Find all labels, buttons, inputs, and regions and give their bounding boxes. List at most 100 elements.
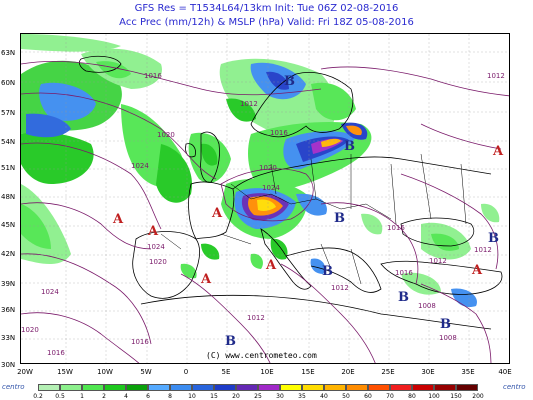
legend-color-box — [324, 384, 346, 391]
legend-value-label: 200 — [472, 393, 484, 400]
lon-label: 5W — [140, 368, 152, 376]
legend-value-label: 4 — [124, 393, 128, 400]
isobar-label: 1020 — [259, 164, 277, 172]
legend-value-label: 100 — [428, 393, 440, 400]
isobar-label: 1020 — [157, 131, 175, 139]
coastline — [285, 247, 382, 293]
legend-color-box — [192, 384, 214, 391]
isobar-label: 1012 — [247, 314, 265, 322]
legend-color-box — [236, 384, 258, 391]
coastline — [250, 72, 354, 138]
legend-value-label: 40 — [320, 393, 328, 400]
precip-area — [156, 144, 192, 203]
isobar-label: 1016 — [47, 349, 65, 357]
lat-label: 45N — [1, 221, 16, 229]
legend-color-box — [456, 384, 478, 391]
isobar — [21, 92, 217, 180]
legend-color-box — [82, 384, 104, 391]
coastline — [400, 217, 475, 247]
coastline — [185, 143, 196, 158]
lat-label: 54N — [1, 138, 16, 146]
precip-area — [219, 58, 336, 140]
precip-area — [201, 243, 220, 260]
precip-legend: 0.2 0.5 1 2 4 6 8 10 15 20 25 30 35 40 50 60 70 80 100 150 2… — [0, 380, 533, 400]
lon-label: 20E — [341, 368, 355, 376]
legend-value-label: 60 — [364, 393, 372, 400]
coastline-layer — [79, 55, 503, 330]
lat-label: 30N — [1, 361, 16, 369]
low-pressure-center: B — [225, 334, 236, 349]
precip-area — [296, 193, 327, 216]
legend-color-box — [60, 384, 82, 391]
isobar-label: 1012 — [474, 246, 492, 254]
isobar-label: 1020 — [21, 326, 39, 334]
isobar-label: 1016 — [131, 338, 149, 346]
isobar-label: 1024 — [262, 184, 280, 192]
high-pressure-center: A — [148, 224, 159, 239]
precip-area — [310, 258, 326, 274]
isobar-label: 1008 — [439, 334, 457, 342]
lat-label: 51N — [1, 164, 16, 172]
precip-area — [21, 132, 94, 184]
low-pressure-center: B — [334, 211, 345, 226]
legend-value-label: 0.2 — [33, 393, 43, 400]
precip-area — [401, 272, 441, 295]
isobar — [21, 312, 140, 363]
legend-color-box — [412, 384, 434, 391]
high-pressure-center: A — [201, 272, 212, 287]
precip-area — [451, 288, 477, 308]
high-pressure-center: A — [113, 212, 124, 227]
copyright-notice: (C) www.centrometeo.com — [206, 351, 317, 360]
isobar — [320, 202, 419, 285]
lon-label: 25E — [381, 368, 395, 376]
low-pressure-center: B — [284, 74, 295, 89]
isobar — [21, 253, 152, 345]
precip-area — [250, 253, 263, 269]
isobar — [420, 123, 502, 150]
low-pressure-center: B — [322, 264, 333, 279]
coastline — [188, 181, 235, 240]
lat-label: 63N — [1, 49, 16, 57]
precip-area — [201, 143, 218, 166]
lon-label: 30E — [421, 368, 435, 376]
precip-area — [346, 125, 362, 136]
legend-value-label: 0.5 — [55, 393, 65, 400]
isobar-label: 1012 — [240, 100, 258, 108]
lon-label: 40E — [498, 368, 512, 376]
legend-value-label: 8 — [168, 393, 172, 400]
legend-value-label: 6 — [146, 393, 150, 400]
isobar-layer — [21, 60, 509, 363]
lat-label: 39N — [1, 280, 16, 288]
isobar — [320, 66, 509, 97]
lon-label: 10W — [97, 368, 113, 376]
chart-title-line2: Acc Prec (mm/12h) & MSLP (hPa) Valid: Fr… — [119, 17, 414, 28]
legend-color-box — [368, 384, 390, 391]
lon-label: 0 — [183, 368, 189, 376]
legend-value-label: 35 — [298, 393, 306, 400]
lat-label: 48N — [1, 193, 16, 201]
lon-label: 15E — [301, 368, 315, 376]
precip-area — [26, 113, 71, 138]
precip-area — [39, 82, 96, 121]
precip-area — [266, 71, 289, 90]
isobar-label: 1016 — [387, 224, 405, 232]
legend-color-box — [434, 384, 456, 391]
low-pressure-center: B — [344, 139, 355, 154]
isobar-label: 1016 — [144, 72, 162, 80]
isobar — [400, 173, 499, 270]
coastline — [380, 260, 503, 295]
isobar-label: 1020 — [149, 258, 167, 266]
legend-value-label: 10 — [188, 393, 196, 400]
precip-area — [180, 263, 197, 279]
high-pressure-center: A — [212, 206, 223, 221]
lat-label: 36N — [1, 306, 16, 314]
isobar-label: 1012 — [487, 72, 505, 80]
low-pressure-center: B — [398, 290, 409, 305]
low-pressure-center: B — [440, 317, 451, 332]
isobar — [180, 273, 271, 363]
precip-area — [21, 204, 51, 249]
legend-color-box — [170, 384, 192, 391]
legend-value-label: 20 — [232, 393, 240, 400]
legend-value-label: 15 — [210, 393, 218, 400]
graticule — [65, 34, 470, 363]
